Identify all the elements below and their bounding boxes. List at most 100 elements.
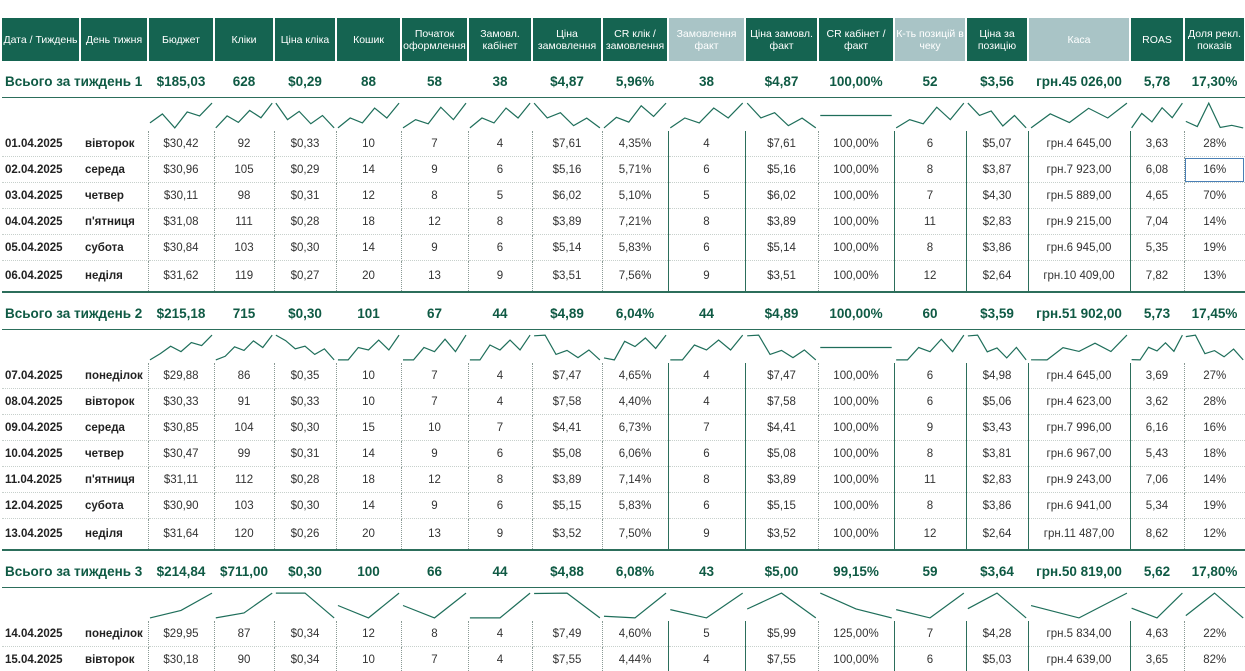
sparkline-cell[interactable] [214, 98, 274, 132]
data-cell[interactable]: 105 [213, 156, 275, 183]
data-cell[interactable]: $3,89 [531, 208, 603, 235]
week-total-cell[interactable]: 17,45% [1184, 297, 1245, 330]
data-cell[interactable]: 8,62 [1129, 518, 1185, 551]
data-cell[interactable]: 8 [400, 182, 469, 209]
column-header[interactable]: Бюджет [148, 18, 215, 61]
week-total-cell[interactable]: 5,78 [1130, 65, 1184, 98]
data-cell[interactable]: 9 [400, 440, 469, 467]
weekday-cell[interactable]: середа [80, 156, 149, 183]
data-cell[interactable]: $3,87 [965, 156, 1029, 183]
sparkline-cell[interactable] [148, 330, 214, 364]
data-cell[interactable]: грн.9 215,00 [1027, 208, 1131, 235]
data-cell[interactable]: $7,61 [744, 131, 819, 157]
week-total-cell[interactable]: $185,03 [148, 65, 214, 98]
week-total-cell[interactable]: 60 [894, 297, 966, 330]
data-cell[interactable]: 4,65 [1129, 182, 1185, 209]
sparkline-cell[interactable] [1028, 330, 1130, 364]
sparkline-cell[interactable] [1130, 330, 1184, 364]
column-header[interactable]: Ціна замовл. факт [745, 18, 819, 61]
data-cell[interactable]: $3,89 [744, 466, 819, 493]
week-total-cell[interactable]: $3,64 [966, 555, 1028, 588]
data-cell[interactable]: $30,96 [147, 156, 215, 183]
data-cell[interactable]: 6 [467, 234, 533, 261]
sparkline-cell[interactable] [745, 588, 818, 622]
data-cell[interactable]: $5,14 [531, 234, 603, 261]
data-cell[interactable]: 100,00% [817, 492, 895, 519]
data-cell[interactable]: 4 [467, 646, 533, 671]
data-cell[interactable]: 12% [1183, 518, 1245, 551]
data-cell[interactable]: 8 [893, 156, 967, 183]
data-cell[interactable]: $0,33 [273, 388, 337, 415]
data-cell[interactable]: $7,58 [744, 388, 819, 415]
sparkline-cell[interactable] [274, 330, 336, 364]
data-cell[interactable]: 3,65 [1129, 646, 1185, 671]
sparkline-cell[interactable] [602, 330, 668, 364]
week-total-cell[interactable]: $215,18 [148, 297, 214, 330]
data-cell[interactable]: 13 [400, 260, 469, 293]
data-cell[interactable]: $5,16 [531, 156, 603, 183]
week-total-cell[interactable]: 38 [468, 65, 532, 98]
week-total-cell[interactable]: 67 [401, 297, 468, 330]
column-header[interactable]: День тижня [80, 18, 149, 61]
data-cell[interactable]: $0,31 [273, 182, 337, 209]
column-header[interactable]: Початок оформлення [401, 18, 469, 61]
data-cell[interactable]: 7,82 [1129, 260, 1185, 293]
data-cell[interactable]: 6,16 [1129, 414, 1185, 441]
data-cell[interactable]: $0,31 [273, 440, 337, 467]
weekday-cell[interactable]: четвер [80, 440, 149, 467]
data-cell[interactable]: $3,51 [531, 260, 603, 293]
data-cell[interactable]: $4,98 [965, 363, 1029, 389]
weekday-cell[interactable]: п'ятниця [80, 466, 149, 493]
data-cell[interactable]: $3,89 [744, 208, 819, 235]
data-cell[interactable]: $0,34 [273, 646, 337, 671]
week-total-cell[interactable]: $3,56 [966, 65, 1028, 98]
date-cell[interactable]: 15.04.2025 [2, 646, 80, 671]
data-cell[interactable]: 8 [893, 440, 967, 467]
sparkline-cell[interactable] [1028, 98, 1130, 132]
date-cell[interactable]: 10.04.2025 [2, 440, 80, 467]
data-cell[interactable]: $4,30 [965, 182, 1029, 209]
week-total-cell[interactable]: 628 [214, 65, 274, 98]
week-total-cell[interactable]: 6,04% [602, 297, 668, 330]
data-cell[interactable]: 100,00% [817, 518, 895, 551]
sparkline-cell[interactable] [894, 588, 966, 622]
data-cell[interactable]: $5,08 [531, 440, 603, 467]
weekday-cell[interactable]: четвер [80, 182, 149, 209]
data-cell[interactable]: 11 [893, 466, 967, 493]
data-cell[interactable]: 4,60% [601, 621, 669, 647]
data-cell[interactable]: грн.6 967,00 [1027, 440, 1131, 467]
sparkline-cell[interactable] [668, 330, 745, 364]
data-cell[interactable]: 120 [213, 518, 275, 551]
data-cell[interactable]: 12 [335, 182, 402, 209]
data-cell[interactable]: 8 [667, 466, 746, 493]
week-total-cell[interactable]: 44 [668, 297, 745, 330]
data-cell[interactable]: 6 [467, 440, 533, 467]
data-cell[interactable]: грн.9 243,00 [1027, 466, 1131, 493]
data-cell[interactable]: 87 [213, 621, 275, 647]
data-cell[interactable]: $3,52 [744, 518, 819, 551]
week-total-cell[interactable]: грн.51 902,00 [1028, 297, 1130, 330]
data-cell[interactable]: $0,30 [273, 492, 337, 519]
data-cell[interactable]: $3,51 [744, 260, 819, 293]
data-cell[interactable]: 9 [667, 518, 746, 551]
date-cell[interactable]: 12.04.2025 [2, 492, 80, 519]
date-cell[interactable]: 05.04.2025 [2, 234, 80, 261]
data-cell[interactable]: грн.7 996,00 [1027, 414, 1131, 441]
week-total-cell[interactable]: 44 [468, 297, 532, 330]
data-cell[interactable]: 4 [467, 131, 533, 157]
week-total-cell[interactable]: 5,62 [1130, 555, 1184, 588]
data-cell[interactable]: 3,62 [1129, 388, 1185, 415]
data-cell[interactable]: 7 [400, 646, 469, 671]
data-cell[interactable]: 100,00% [817, 440, 895, 467]
week-total-cell[interactable]: 100,00% [818, 65, 894, 98]
week-total-cell[interactable]: 38 [668, 65, 745, 98]
data-cell[interactable]: грн.11 487,00 [1027, 518, 1131, 551]
data-cell[interactable]: $3,89 [531, 466, 603, 493]
week-total-cell[interactable]: 43 [668, 555, 745, 588]
data-cell[interactable]: 6 [667, 492, 746, 519]
column-header[interactable]: Кліки [214, 18, 275, 61]
date-cell[interactable]: 07.04.2025 [2, 363, 80, 389]
week-total-cell[interactable]: 100,00% [818, 297, 894, 330]
data-cell[interactable]: 98 [213, 182, 275, 209]
data-cell[interactable]: $2,64 [965, 260, 1029, 293]
